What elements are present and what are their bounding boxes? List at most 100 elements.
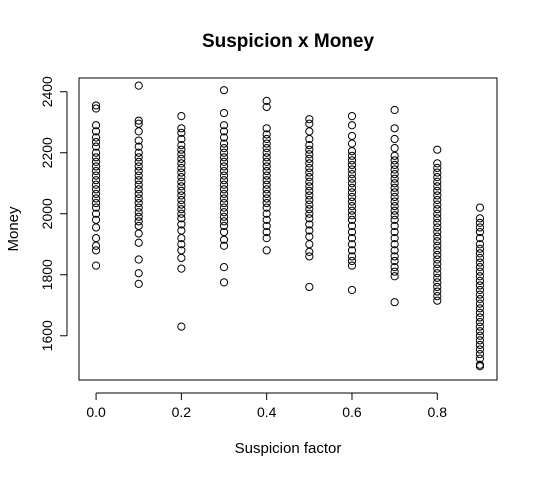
data-point: [91, 171, 101, 180]
y-tick-label: 2200: [39, 137, 55, 168]
data-point: [433, 209, 442, 218]
data-point: [433, 186, 442, 195]
data-point: [475, 299, 485, 308]
data-point: [390, 165, 399, 174]
data-point: [347, 285, 357, 295]
data-point: [134, 229, 143, 238]
data-point: [177, 220, 186, 229]
data-point: [219, 166, 229, 176]
data-point: [305, 220, 314, 229]
data-point: [177, 322, 186, 331]
data-point: [347, 240, 357, 249]
y-tick-label: 1800: [39, 259, 55, 290]
data-point: [347, 147, 357, 156]
data-point: [219, 221, 229, 231]
data-point: [305, 115, 314, 124]
data-point: [475, 214, 485, 223]
data-point: [433, 287, 442, 296]
data-point: [433, 264, 442, 273]
data-point: [134, 269, 143, 278]
data-point: [134, 153, 143, 162]
data-point: [347, 156, 357, 165]
x-tick-label: 0.2: [172, 404, 192, 420]
data-point: [177, 128, 186, 138]
data-point: [433, 269, 442, 278]
data-point: [91, 148, 101, 157]
data-point: [433, 292, 442, 301]
data-point: [347, 215, 357, 224]
data-point: [475, 244, 485, 253]
y-tick-label: 1600: [39, 320, 55, 351]
data-point: [433, 218, 442, 227]
data-point: [390, 246, 399, 255]
data-point: [475, 327, 485, 336]
data-point: [390, 197, 399, 206]
data-point: [177, 141, 186, 150]
data-point: [433, 145, 442, 154]
data-point: [262, 215, 271, 224]
data-point: [433, 246, 442, 255]
data-point: [177, 177, 186, 186]
data-point: [91, 185, 101, 194]
data-point: [134, 162, 143, 171]
data-point: [433, 177, 442, 186]
data-point: [219, 153, 229, 162]
chart-title: Suspicion x Money: [202, 31, 375, 52]
data-point: [219, 208, 229, 217]
data-point: [219, 189, 229, 199]
data-point: [262, 162, 271, 171]
data-point: [347, 183, 357, 192]
data-point: [262, 221, 271, 231]
data-point: [305, 191, 314, 200]
x-tick-label: 0.4: [257, 404, 277, 420]
data-point: [475, 340, 485, 350]
data-point: [347, 174, 357, 183]
data-points: [91, 81, 485, 371]
data-point: [433, 278, 442, 287]
data-point: [475, 285, 485, 295]
data-point: [305, 163, 314, 173]
data-point: [390, 151, 399, 160]
data-point: [177, 173, 186, 182]
data-point: [390, 263, 399, 272]
data-point: [177, 214, 186, 223]
data-point: [433, 173, 442, 182]
data-point: [177, 234, 186, 243]
data-point: [219, 139, 229, 148]
data-point: [475, 249, 485, 258]
data-point: [134, 166, 143, 176]
y-tick-label: 2000: [39, 198, 55, 229]
data-point: [305, 168, 314, 177]
data-point: [262, 209, 271, 218]
x-tick-label: 0.6: [342, 404, 362, 420]
data-point: [305, 282, 314, 292]
data-point: [134, 212, 143, 221]
data-point: [347, 112, 357, 121]
data-point: [134, 176, 143, 185]
data-point: [347, 256, 357, 266]
data-point: [219, 263, 229, 272]
data-point: [262, 139, 271, 148]
y-axis-label: Money: [5, 206, 22, 252]
data-point: [390, 256, 399, 266]
data-point: [91, 198, 101, 208]
data-point: [91, 223, 101, 232]
data-point: [305, 182, 314, 191]
data-point: [390, 215, 399, 224]
data-point: [433, 232, 442, 241]
data-point: [262, 124, 271, 133]
data-point: [347, 211, 357, 220]
data-point: [433, 273, 442, 282]
data-point: [475, 345, 485, 354]
data-point: [433, 195, 442, 205]
data-point: [390, 240, 399, 249]
data-point: [91, 137, 101, 147]
data-point: [177, 200, 186, 209]
data-point: [219, 121, 229, 130]
data-point: [390, 188, 399, 197]
data-point: [177, 191, 186, 200]
data-point: [305, 205, 314, 214]
data-point: [262, 144, 271, 153]
data-point: [262, 176, 271, 185]
